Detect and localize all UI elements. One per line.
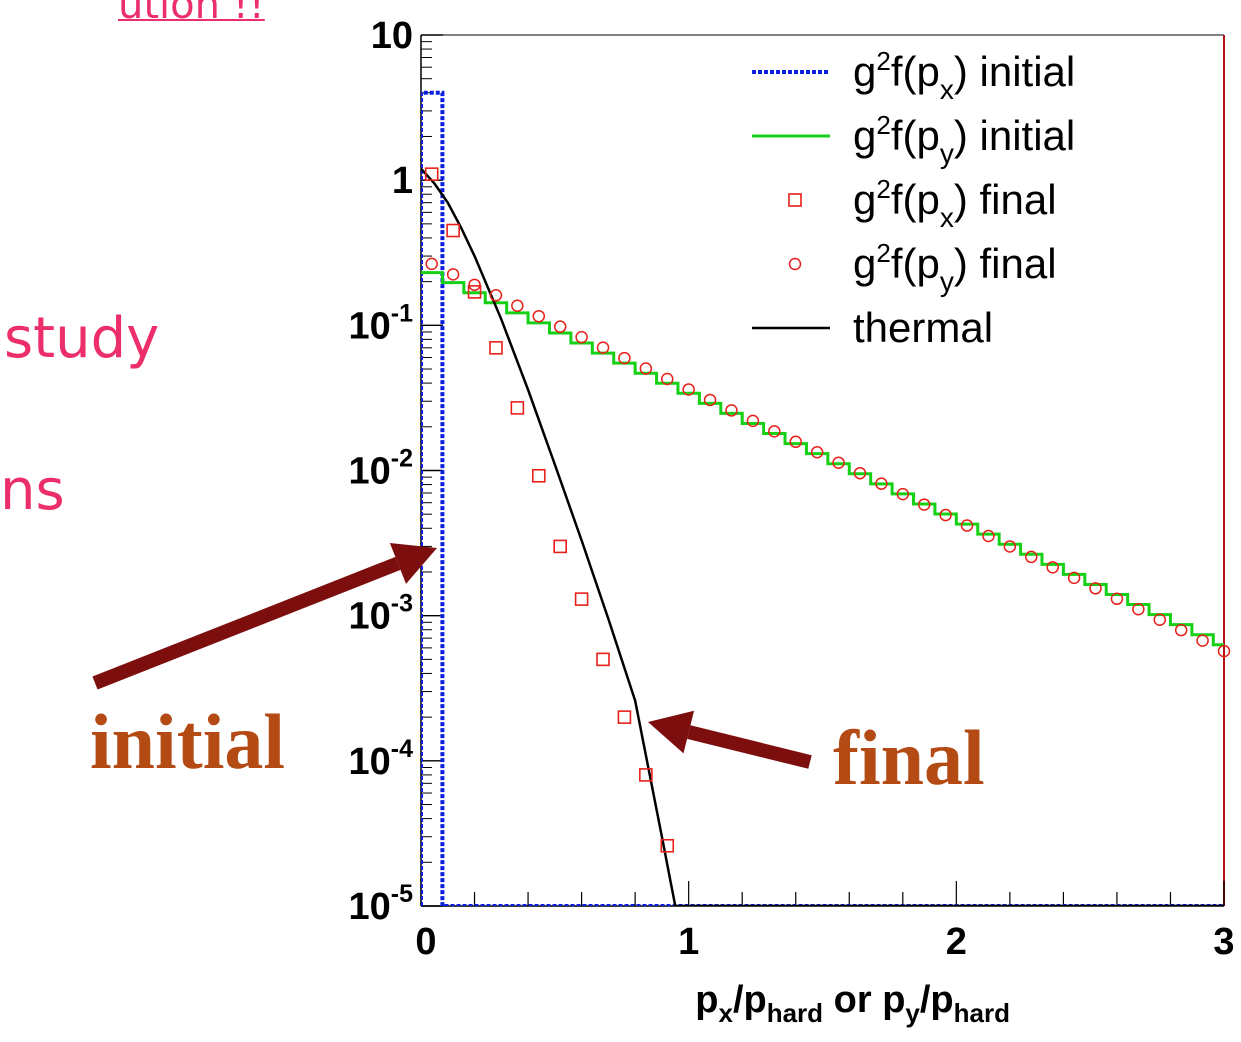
series-px-final-marker xyxy=(446,223,460,238)
arrow-head xyxy=(648,710,695,754)
callout-initial-label: initial xyxy=(90,698,286,785)
series-px-final-marker xyxy=(489,341,503,355)
x-tick-label: 1 xyxy=(678,921,699,963)
y-tick-label: 10-1 xyxy=(348,299,413,347)
series-py-initial-line xyxy=(421,271,1224,647)
series-py-final-marker xyxy=(1089,582,1102,595)
series-py-final-marker xyxy=(960,519,974,532)
series-py-final-marker xyxy=(682,383,695,396)
series-py-final-marker xyxy=(982,529,995,543)
series-py-final-marker xyxy=(939,508,952,522)
series-px-final-marker xyxy=(510,401,525,415)
series-py-final-marker xyxy=(511,299,524,313)
x-tick-label: 3 xyxy=(1213,921,1234,963)
y-tick-label: 10-5 xyxy=(348,880,413,928)
series-px-final-marker xyxy=(639,768,653,782)
y-tick-label: 10-2 xyxy=(348,445,413,493)
series-py-final-marker xyxy=(1003,540,1017,553)
series-py-final-marker xyxy=(875,477,888,490)
series-px-final-marker xyxy=(596,652,610,667)
series-py-final-marker xyxy=(1046,561,1059,574)
series-py-final-marker xyxy=(1110,592,1124,606)
arrow-to-initial xyxy=(92,542,437,690)
series-py-final-marker xyxy=(896,487,910,501)
slide-heading-fragment: ution !! xyxy=(118,0,265,28)
series-py-final-marker xyxy=(768,425,781,438)
series-py-final-marker xyxy=(917,498,931,511)
legend-label: thermal xyxy=(853,304,993,351)
arrow-shaft xyxy=(92,556,401,690)
series-py-final-marker xyxy=(1132,602,1145,616)
series-px-final-marker xyxy=(574,592,589,606)
series-py-final-marker xyxy=(575,330,588,344)
series-py-final-marker xyxy=(1196,634,1209,647)
legend-swatch xyxy=(788,193,802,207)
series-px-final-marker xyxy=(553,539,567,554)
y-tick-label: 10-3 xyxy=(348,590,413,638)
series-py-final-marker xyxy=(468,278,481,292)
x-tick-label: 2 xyxy=(946,921,967,963)
callout-final-label: final xyxy=(833,714,985,801)
x-axis-title: px​/phard​ or py​/phard​ xyxy=(695,979,1010,1028)
series-py-final-marker xyxy=(639,362,653,375)
series-py-final-marker xyxy=(703,393,717,407)
series-py-final-marker xyxy=(789,435,802,449)
series-py-final-marker xyxy=(489,289,503,302)
series-py-final-marker xyxy=(1153,613,1167,626)
legend-label: g2f(px) final xyxy=(853,174,1057,233)
series-py-final-marker xyxy=(446,268,460,281)
series-px-final-marker xyxy=(660,838,675,853)
arrow-shaft xyxy=(687,725,812,769)
y-tick-label: 10-4 xyxy=(348,735,413,783)
arrow-head xyxy=(389,542,437,584)
legend-swatch xyxy=(788,257,802,271)
series-py-final-marker xyxy=(746,414,760,428)
slide-text-study: study xyxy=(4,306,160,371)
x-tick-label: 0 xyxy=(415,921,436,963)
series-py-final-marker xyxy=(425,257,438,271)
y-tick-label: 10 xyxy=(371,15,413,57)
series-py-final-marker xyxy=(1174,623,1188,637)
series-py-final-marker xyxy=(596,341,610,354)
legend-label: g2f(py) initial xyxy=(853,110,1075,169)
series-py-final-marker xyxy=(810,446,824,459)
legend-label: g2f(px) initial xyxy=(853,46,1075,105)
series-px-initial-line xyxy=(421,90,1224,906)
series-py-final-marker xyxy=(661,372,674,386)
series-px-final-marker xyxy=(531,468,546,483)
series-py-final-marker xyxy=(618,351,631,365)
series-px-final-marker xyxy=(467,285,482,299)
series-px-final-marker xyxy=(617,710,632,724)
series-py-final-marker xyxy=(553,320,567,333)
series-py-final-marker xyxy=(1067,571,1081,585)
y-tick-label: 1 xyxy=(392,160,413,202)
series-py-final-marker xyxy=(832,456,845,469)
series-py-final-marker xyxy=(1217,644,1231,658)
series-py-final-marker xyxy=(1025,550,1038,564)
series-py-final-marker xyxy=(853,466,867,480)
series-thermal-line xyxy=(421,167,1224,906)
legend-label: g2f(py) final xyxy=(853,238,1057,297)
series-py-final-marker xyxy=(725,404,738,417)
series-px-final-marker xyxy=(424,167,439,181)
arrow-to-final xyxy=(648,710,812,769)
slide-text-ns: ns xyxy=(0,458,65,523)
series-py-final-marker xyxy=(532,309,546,323)
